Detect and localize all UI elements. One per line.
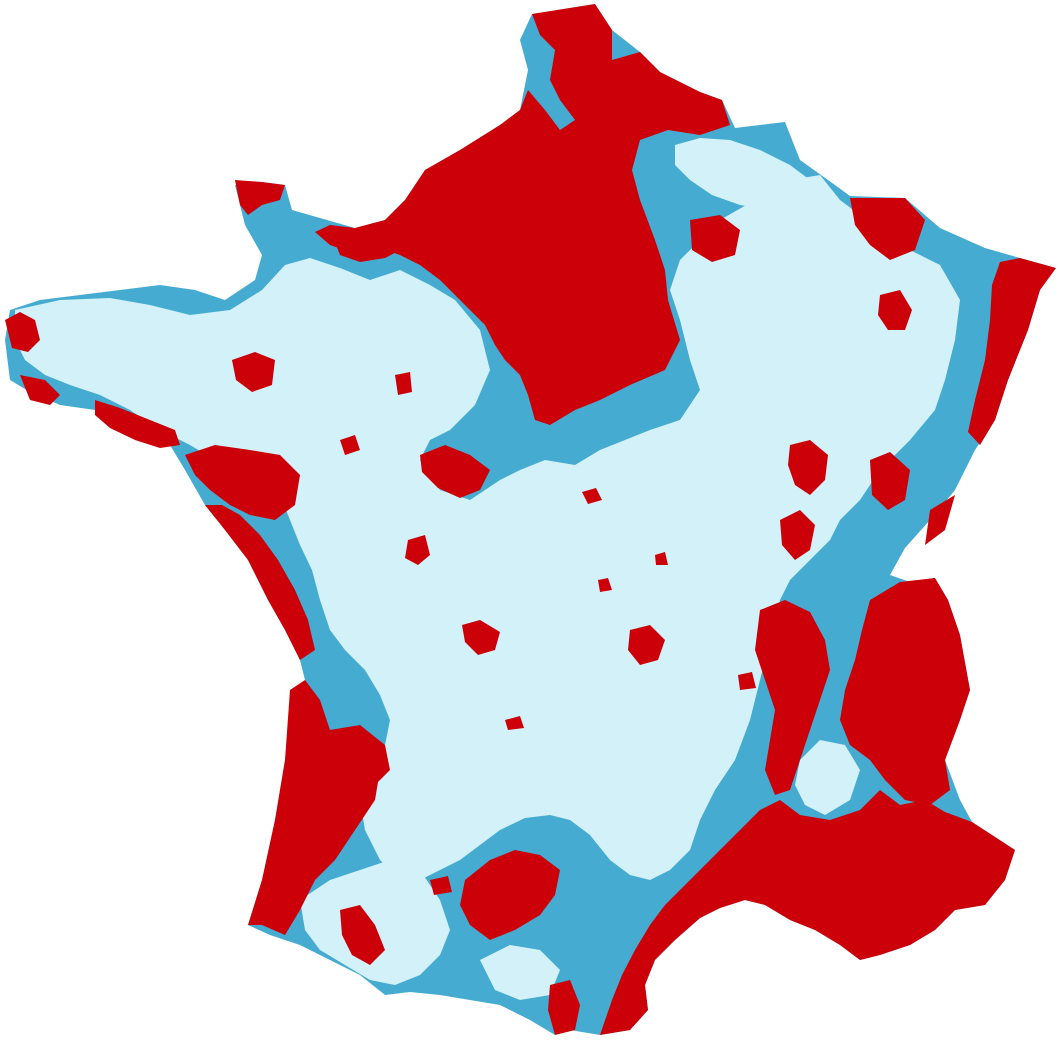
low-region-champagne — [675, 138, 810, 210]
high-region-normandy-coast — [330, 212, 420, 262]
high-region-alps — [840, 578, 970, 805]
high-region-finistere — [5, 312, 40, 352]
high-region-perpignan — [548, 980, 580, 1035]
high-region-bordeaux — [330, 725, 390, 790]
high-region-small-city-1 — [582, 488, 602, 504]
high-region-poitiers — [405, 535, 430, 565]
high-region-nancy — [878, 290, 912, 330]
high-region-reims — [690, 215, 740, 262]
high-region-geneva-annecy — [870, 452, 910, 510]
high-region-pau — [340, 905, 385, 965]
high-region-small-city-3 — [655, 552, 668, 565]
high-region-small-city-6 — [395, 372, 412, 395]
high-region-ile-de-re — [270, 594, 285, 606]
high-region-lorraine — [850, 198, 925, 260]
high-region-mediterranean-coast — [600, 790, 1015, 1035]
low-region-west-center — [15, 175, 960, 880]
high-region-lyon — [780, 510, 815, 560]
high-region-brest-south — [20, 375, 60, 405]
high-region-dijon — [788, 440, 828, 495]
high-region-toulouse — [460, 850, 560, 940]
high-region-paris-basin — [315, 4, 730, 425]
high-region-rhone-valley — [755, 600, 830, 795]
high-region-small-city-2 — [598, 578, 612, 592]
high-region-loire-valley — [420, 445, 490, 498]
high-region-vendee-coast — [205, 505, 315, 660]
low-region-southwest — [300, 860, 450, 985]
high-region-nantes — [185, 445, 300, 520]
high-region-franche-comte — [925, 495, 955, 545]
low-region-alps-inner — [795, 740, 860, 815]
high-region-limoges — [462, 620, 500, 655]
high-region-brittany-south-coast — [95, 400, 180, 448]
high-region-small-city-7 — [505, 716, 524, 730]
high-region-small-city-5 — [340, 435, 360, 455]
high-region-alsace — [968, 258, 1056, 445]
low-region-pyrenees — [480, 945, 560, 1000]
high-region-clermont — [628, 625, 665, 665]
high-region-small-city-4 — [738, 672, 756, 690]
high-region-small-city-8 — [430, 876, 452, 895]
high-region-cotentin — [235, 180, 285, 215]
high-region-rennes — [232, 352, 275, 392]
